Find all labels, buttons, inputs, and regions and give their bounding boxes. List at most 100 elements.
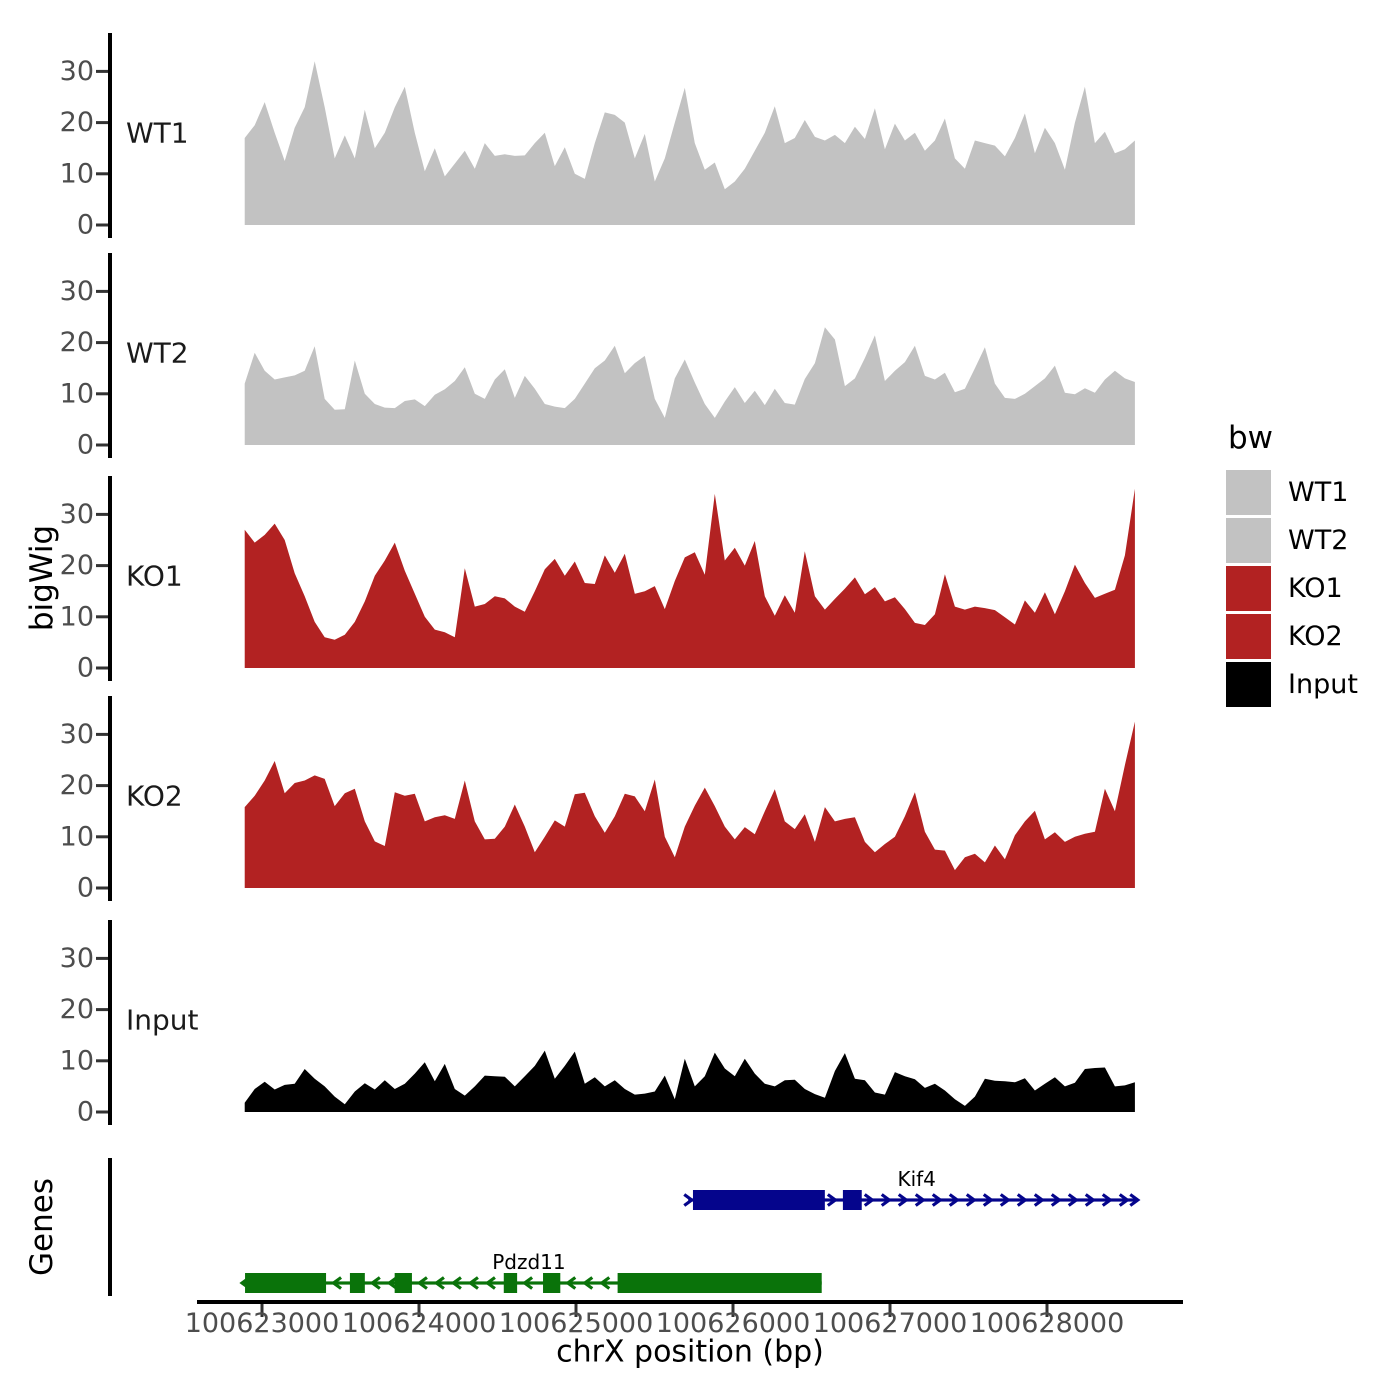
y-tick xyxy=(96,121,108,125)
strand-arrow-icon xyxy=(683,1193,695,1207)
legend-entry: KO1 xyxy=(1226,566,1358,611)
y-tick xyxy=(96,443,108,447)
gene-exon-Pdzd11 xyxy=(245,1273,327,1293)
y-tick-label: 30 xyxy=(60,56,94,87)
legend-title: bw xyxy=(1228,420,1274,456)
y-tick xyxy=(96,172,108,176)
gene-exon-Pdzd11 xyxy=(617,1273,822,1293)
y-tick xyxy=(96,392,108,396)
strand-arrow-icon xyxy=(982,1193,994,1207)
y-tick-label: 10 xyxy=(60,601,94,632)
strand-arrow-icon xyxy=(416,1276,428,1290)
strand-arrow-icon xyxy=(999,1193,1011,1207)
y-tick xyxy=(96,615,108,619)
x-axis-line xyxy=(197,1300,1183,1304)
strand-arrow-icon xyxy=(897,1193,909,1207)
strand-arrow-icon xyxy=(880,1193,892,1207)
y-tick-label: 10 xyxy=(60,378,94,409)
legend-label: KO2 xyxy=(1288,621,1343,652)
legend-label: WT1 xyxy=(1288,477,1349,508)
coverage-area-Input xyxy=(244,1050,1135,1112)
track-label-WT1: WT1 xyxy=(126,117,189,150)
strand-arrow-icon xyxy=(1033,1193,1045,1207)
gene-line-Pdzd11 xyxy=(241,1281,822,1285)
strand-arrow-icon xyxy=(484,1276,496,1290)
gene-exon-Kif4 xyxy=(842,1190,862,1210)
y-tick xyxy=(96,732,108,736)
strand-arrow-icon xyxy=(1101,1193,1113,1207)
y-tick xyxy=(96,886,108,890)
coverage-area-KO1 xyxy=(244,488,1135,668)
x-tick-label: 100627000 xyxy=(813,1308,968,1339)
y-tick xyxy=(96,289,108,293)
strand-arrow-icon xyxy=(565,1276,577,1290)
y-tick xyxy=(96,69,108,73)
x-tick-label: 100624000 xyxy=(342,1308,497,1339)
y-tick xyxy=(96,1059,108,1063)
strand-arrow-icon xyxy=(1084,1193,1096,1207)
strand-arrow-icon xyxy=(863,1193,875,1207)
strand-arrow-icon xyxy=(1118,1193,1130,1207)
y-tick-label: 20 xyxy=(60,327,94,358)
legend: bw WT1 WT2 KO1 KO2 Input xyxy=(1226,420,1358,710)
strand-arrow-icon xyxy=(369,1276,381,1290)
legend-key-swatch xyxy=(1226,518,1271,563)
legend-entry: WT1 xyxy=(1226,470,1358,515)
strand-arrow-icon xyxy=(965,1193,977,1207)
y-axis-line-WT2 xyxy=(108,253,112,458)
y-tick-label: 0 xyxy=(77,1097,94,1128)
y-axis-line-Input xyxy=(108,920,112,1125)
y-axis-title: bigWig xyxy=(24,524,60,632)
y-axis-line-KO1 xyxy=(108,476,112,681)
y-axis-line-KO2 xyxy=(108,696,112,901)
strand-arrow-icon xyxy=(1050,1193,1062,1207)
y-tick xyxy=(96,564,108,568)
coverage-area-WT1 xyxy=(244,61,1135,226)
gene-exon-Pdzd11 xyxy=(394,1273,412,1293)
y-tick-label: 30 xyxy=(60,719,94,750)
y-tick-label: 0 xyxy=(77,430,94,461)
x-tick-label: 100625000 xyxy=(499,1308,654,1339)
strand-arrow-icon xyxy=(914,1193,926,1207)
strand-arrow-icon xyxy=(433,1276,445,1290)
y-tick-label: 10 xyxy=(60,821,94,852)
y-tick xyxy=(96,666,108,670)
y-tick-label: 30 xyxy=(60,499,94,530)
legend-entries: WT1 WT2 KO1 KO2 Input xyxy=(1226,470,1358,707)
genes-panel-title: Genes xyxy=(24,1178,60,1276)
track-label-Input: Input xyxy=(126,1004,199,1037)
y-tick-label: 20 xyxy=(60,994,94,1025)
legend-entry: WT2 xyxy=(1226,518,1358,563)
y-tick xyxy=(96,223,108,227)
y-tick xyxy=(96,1008,108,1012)
gene-label-Pdzd11: Pdzd11 xyxy=(492,1250,565,1274)
gene-label-Kif4: Kif4 xyxy=(897,1167,935,1191)
x-tick xyxy=(574,1304,578,1317)
gene-line-Kif4 xyxy=(688,1198,1138,1202)
x-axis-title: chrX position (bp) xyxy=(556,1334,824,1370)
legend-entry: Input xyxy=(1226,662,1358,707)
legend-key-swatch xyxy=(1226,470,1271,515)
y-tick-label: 0 xyxy=(77,873,94,904)
legend-label: WT2 xyxy=(1288,525,1349,556)
y-tick xyxy=(96,835,108,839)
strand-arrow-icon xyxy=(450,1276,462,1290)
y-tick-label: 20 xyxy=(60,107,94,138)
strand-arrow-icon xyxy=(582,1276,594,1290)
y-tick-label: 30 xyxy=(60,276,94,307)
strand-arrow-icon xyxy=(1129,1193,1141,1207)
y-tick-label: 0 xyxy=(77,210,94,241)
strand-arrow-icon xyxy=(948,1193,960,1207)
strand-arrow-icon xyxy=(330,1276,343,1290)
legend-key-swatch xyxy=(1226,566,1271,611)
strand-arrow-icon xyxy=(599,1276,611,1290)
x-tick xyxy=(731,1304,735,1317)
x-tick xyxy=(888,1304,892,1317)
y-tick-label: 20 xyxy=(60,770,94,801)
y-tick xyxy=(96,1110,108,1114)
y-tick-label: 10 xyxy=(60,1045,94,1076)
y-tick xyxy=(96,512,108,516)
y-tick xyxy=(96,784,108,788)
